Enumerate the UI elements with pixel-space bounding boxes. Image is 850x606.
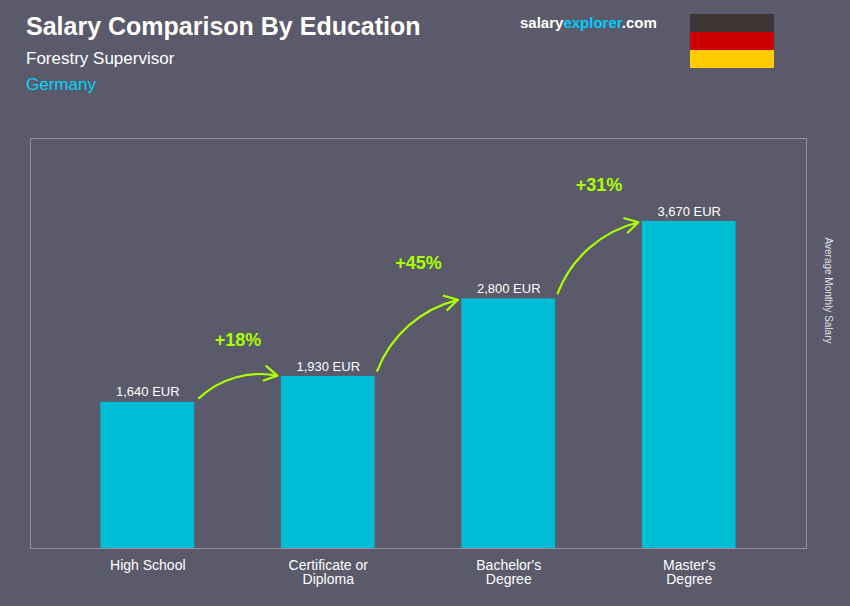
svg-text:+45%: +45% bbox=[395, 253, 442, 273]
svg-text:Certificate orDiploma: Certificate orDiploma bbox=[289, 557, 369, 587]
html-text:Forestry Supervisor: Forestry Supervisor bbox=[26, 49, 175, 68]
svg-text:Master'sDegree: Master'sDegree bbox=[663, 557, 715, 587]
svg-text:Bachelor'sDegree: Bachelor'sDegree bbox=[476, 557, 541, 587]
svg-text:High School: High School bbox=[110, 557, 186, 573]
svg-text:2,800 EUR: 2,800 EUR bbox=[477, 281, 541, 296]
svg-text:1,930 EUR: 1,930 EUR bbox=[296, 359, 360, 374]
svg-text:3,670 EUR: 3,670 EUR bbox=[657, 204, 721, 219]
html-text:Germany: Germany bbox=[26, 75, 96, 94]
svg-text:+31%: +31% bbox=[576, 175, 623, 195]
html-text:Salary Comparison By Education: Salary Comparison By Education bbox=[26, 12, 421, 40]
svg-text:Average Monthly Salary: Average Monthly Salary bbox=[823, 238, 834, 344]
svg-text:1,640 EUR: 1,640 EUR bbox=[116, 384, 180, 399]
html-text:salary explorer.com: salary explorer.com bbox=[520, 14, 657, 31]
svg-text:+18%: +18% bbox=[215, 330, 262, 350]
